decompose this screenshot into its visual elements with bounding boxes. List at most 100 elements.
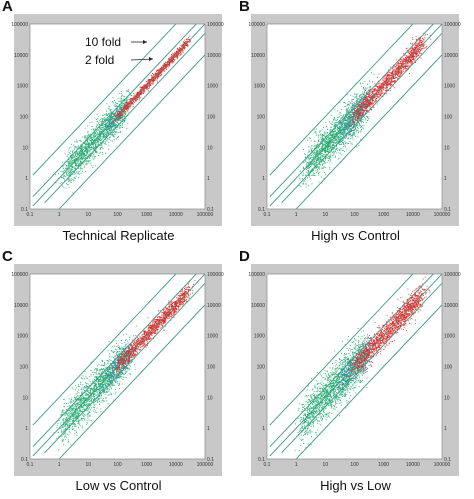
data-point [341, 154, 343, 156]
data-point [344, 128, 346, 129]
data-point [358, 124, 360, 125]
data-point [321, 176, 323, 178]
data-point [316, 151, 318, 152]
data-point [321, 149, 323, 151]
data-point [183, 47, 185, 49]
data-point [70, 173, 72, 174]
data-point [115, 109, 117, 110]
data-point [359, 109, 361, 111]
data-point [90, 155, 92, 157]
data-point [181, 45, 183, 47]
data-point [126, 107, 128, 109]
data-point [319, 156, 321, 158]
data-point [70, 160, 72, 162]
data-point [164, 68, 166, 69]
data-point [126, 102, 128, 104]
data-point [318, 159, 320, 161]
data-point [116, 109, 118, 111]
data-point [325, 140, 327, 142]
data-point [121, 106, 123, 108]
data-point [152, 83, 154, 85]
data-point [104, 121, 106, 123]
data-point [99, 135, 101, 136]
data-point [348, 117, 350, 119]
data-point [118, 93, 120, 94]
data-point [323, 145, 325, 147]
data-point [183, 44, 185, 46]
data-point [317, 166, 319, 168]
data-point [87, 148, 89, 150]
data-point [70, 157, 72, 159]
data-point [121, 113, 123, 115]
data-point [116, 128, 118, 130]
data-point [321, 142, 323, 144]
data-point [72, 160, 73, 162]
data-point [337, 129, 339, 131]
data-point [320, 148, 322, 150]
data-point [102, 137, 104, 139]
data-point [349, 141, 351, 143]
data-point [361, 114, 363, 116]
data-point [161, 71, 163, 73]
data-point [125, 108, 127, 110]
data-point [314, 141, 316, 142]
data-point [366, 117, 368, 119]
data-point [318, 151, 320, 153]
data-point [107, 129, 109, 131]
data-point [80, 160, 82, 162]
data-point [79, 154, 81, 156]
data-point [95, 144, 97, 146]
data-point [324, 147, 326, 149]
data-point [323, 143, 325, 145]
data-point [356, 123, 358, 125]
data-point [65, 176, 67, 177]
data-point [130, 101, 132, 102]
data-point [126, 98, 128, 100]
data-point [82, 160, 84, 162]
data-point [90, 154, 92, 156]
data-point [74, 172, 76, 174]
data-point [95, 148, 97, 150]
data-point [71, 162, 73, 164]
data-point [353, 132, 355, 133]
data-point [102, 142, 104, 144]
data-point [101, 120, 103, 122]
data-point [118, 101, 120, 102]
data-point [85, 139, 86, 141]
data-point [339, 133, 341, 135]
data-point [74, 167, 76, 169]
data-point [93, 141, 95, 143]
data-point [103, 119, 105, 120]
data-point [160, 72, 162, 74]
data-point [351, 117, 353, 119]
data-point [122, 109, 124, 111]
data-point [99, 144, 101, 146]
data-point [172, 61, 174, 63]
data-point [112, 135, 114, 137]
data-point [94, 136, 96, 137]
data-point [321, 161, 323, 163]
data-point [316, 154, 318, 156]
data-point [100, 119, 102, 120]
data-point [304, 156, 306, 158]
data-point [75, 158, 77, 160]
data-point [176, 48, 178, 50]
data-point [92, 144, 94, 146]
data-point [359, 116, 361, 118]
data-point [91, 146, 93, 148]
data-point [130, 102, 132, 104]
data-point [320, 164, 321, 166]
data-point [356, 99, 358, 101]
data-point [63, 165, 65, 167]
data-point [345, 133, 347, 135]
data-point [316, 148, 318, 150]
data-point [87, 143, 89, 145]
data-point [127, 109, 129, 111]
data-point [150, 85, 152, 86]
data-point [87, 151, 89, 153]
data-point [112, 125, 114, 127]
data-point [119, 126, 121, 128]
data-point [328, 137, 330, 139]
data-point [314, 161, 315, 163]
data-point [336, 139, 338, 141]
